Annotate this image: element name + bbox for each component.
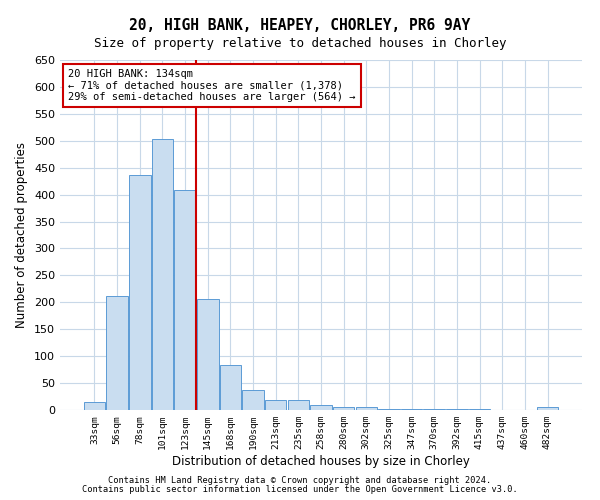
Text: 20 HIGH BANK: 134sqm
← 71% of detached houses are smaller (1,378)
29% of semi-de: 20 HIGH BANK: 134sqm ← 71% of detached h…: [68, 69, 355, 102]
Text: Contains public sector information licensed under the Open Government Licence v3: Contains public sector information licen…: [82, 484, 518, 494]
Bar: [265, 400, 286, 410]
Bar: [242, 390, 264, 410]
Bar: [175, 190, 196, 410]
Bar: [378, 409, 400, 410]
Text: Contains HM Land Registry data © Crown copyright and database right 2024.: Contains HM Land Registry data © Crown c…: [109, 476, 491, 485]
Text: Size of property relative to detached houses in Chorley: Size of property relative to detached ho…: [94, 38, 506, 51]
Bar: [106, 296, 128, 410]
Bar: [197, 298, 218, 410]
Y-axis label: Number of detached properties: Number of detached properties: [16, 142, 28, 328]
Bar: [287, 400, 309, 410]
Bar: [446, 409, 467, 410]
Bar: [333, 407, 355, 410]
Bar: [424, 409, 445, 410]
Bar: [129, 174, 151, 410]
Bar: [401, 409, 422, 410]
Bar: [537, 408, 558, 410]
Bar: [356, 408, 377, 410]
Text: 20, HIGH BANK, HEAPEY, CHORLEY, PR6 9AY: 20, HIGH BANK, HEAPEY, CHORLEY, PR6 9AY: [130, 18, 470, 32]
Bar: [310, 404, 332, 410]
X-axis label: Distribution of detached houses by size in Chorley: Distribution of detached houses by size …: [172, 455, 470, 468]
Bar: [84, 402, 105, 410]
Bar: [220, 365, 241, 410]
Bar: [152, 139, 173, 410]
